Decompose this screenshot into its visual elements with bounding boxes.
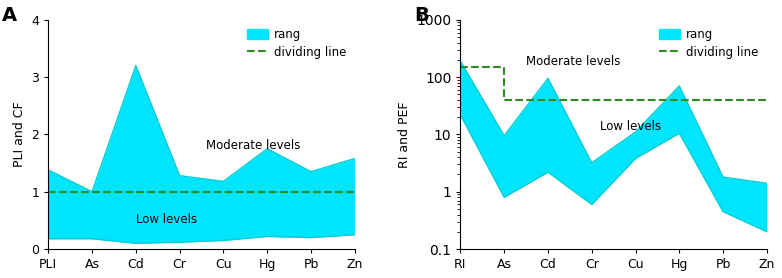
Y-axis label: PLI and CF: PLI and CF — [13, 101, 26, 167]
Text: B: B — [414, 6, 429, 25]
Text: Moderate levels: Moderate levels — [526, 55, 620, 68]
Text: A: A — [2, 6, 17, 25]
Y-axis label: RI and PEF: RI and PEF — [398, 101, 411, 168]
Text: Moderate levels: Moderate levels — [206, 139, 300, 152]
Text: Low levels: Low levels — [601, 120, 662, 133]
Legend: rang, dividing line: rang, dividing line — [245, 26, 349, 61]
Text: Low levels: Low levels — [136, 213, 197, 226]
Legend: rang, dividing line: rang, dividing line — [657, 26, 761, 61]
